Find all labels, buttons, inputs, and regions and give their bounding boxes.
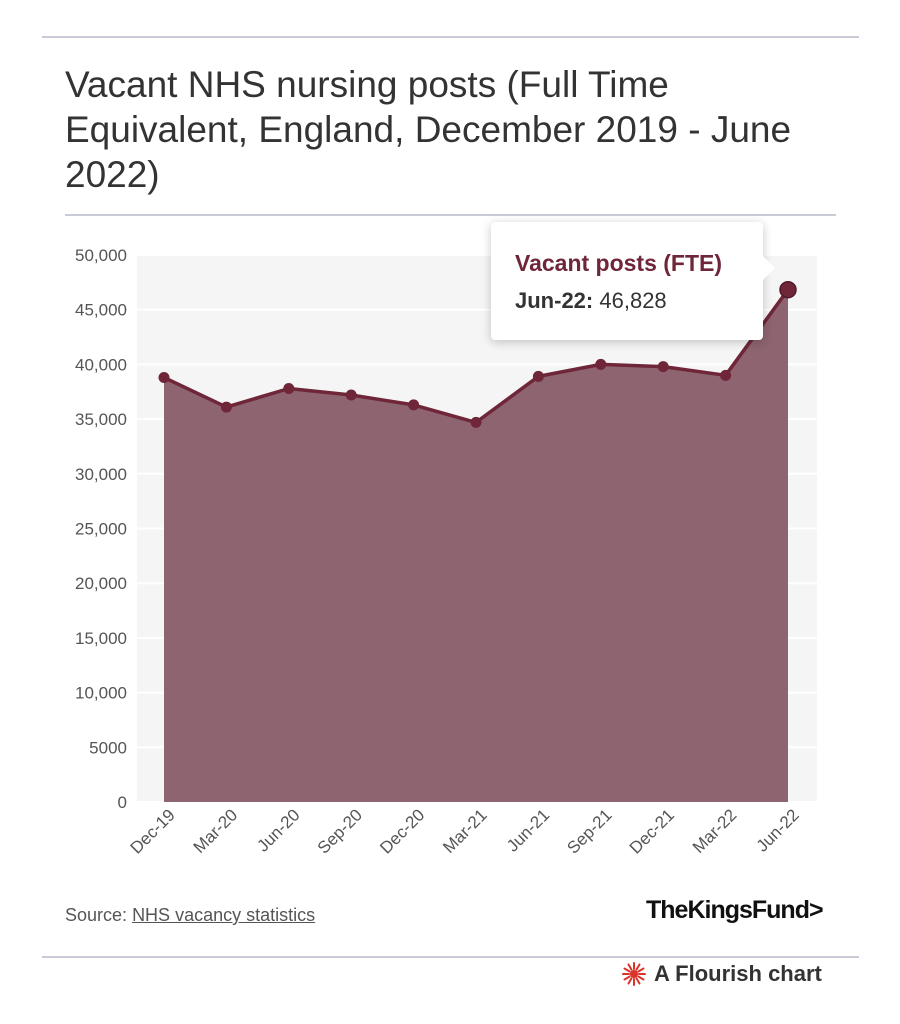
x-tick-label: Mar-21 bbox=[439, 805, 491, 857]
y-tick-label: 45,000 bbox=[75, 301, 127, 320]
y-tick-label: 40,000 bbox=[75, 355, 127, 374]
data-point[interactable] bbox=[470, 416, 482, 428]
tooltip-label: Jun-22: bbox=[515, 288, 594, 313]
x-tick-label: Jun-20 bbox=[253, 805, 303, 855]
data-point[interactable] bbox=[408, 399, 420, 411]
source-link[interactable]: NHS vacancy statistics bbox=[132, 905, 316, 925]
top-divider bbox=[42, 36, 859, 38]
y-tick-label: 50,000 bbox=[75, 246, 127, 265]
tooltip-value: 46,828 bbox=[599, 288, 667, 313]
title-divider bbox=[65, 214, 836, 216]
source-note: Source: NHS vacancy statistics bbox=[65, 905, 315, 926]
data-point[interactable] bbox=[720, 369, 732, 381]
source-prefix: Source: bbox=[65, 905, 128, 925]
flourish-text: A Flourish chart bbox=[654, 961, 822, 986]
data-tooltip: Vacant posts (FTE) Jun-22: 46,828 bbox=[491, 222, 775, 340]
kings-fund-logo[interactable]: TheKingsFund> bbox=[646, 896, 824, 924]
y-tick-label: 15,000 bbox=[75, 629, 127, 648]
footer-divider bbox=[42, 956, 859, 958]
y-tick-label: 5000 bbox=[89, 738, 127, 757]
data-point[interactable] bbox=[220, 401, 232, 413]
y-tick-label: 0 bbox=[118, 793, 127, 812]
chart-title: Vacant NHS nursing posts (Full Time Equi… bbox=[65, 64, 792, 195]
flourish-star-icon bbox=[622, 962, 646, 986]
flourish-credit[interactable]: A Flourish chart bbox=[622, 960, 822, 988]
x-tick-label: Dec-20 bbox=[376, 805, 428, 857]
x-tick-label: Jun-21 bbox=[503, 805, 553, 855]
data-point[interactable] bbox=[779, 280, 797, 299]
tooltip-row: Jun-22: 46,828 bbox=[515, 288, 667, 314]
x-tick-label: Jun-22 bbox=[753, 805, 803, 855]
data-point[interactable] bbox=[532, 370, 544, 382]
x-tick-label: Mar-20 bbox=[190, 805, 242, 857]
x-tick-label: Sep-20 bbox=[314, 805, 366, 857]
y-tick-label: 10,000 bbox=[75, 684, 127, 703]
y-tick-label: 20,000 bbox=[75, 574, 127, 593]
x-tick-label: Sep-21 bbox=[563, 805, 615, 857]
data-point[interactable] bbox=[657, 361, 669, 373]
data-point[interactable] bbox=[158, 372, 170, 384]
area-fill bbox=[164, 289, 788, 802]
x-tick-label: Dec-19 bbox=[127, 805, 179, 857]
tooltip-title: Vacant posts (FTE) bbox=[515, 250, 723, 276]
y-tick-label: 35,000 bbox=[75, 410, 127, 429]
area-chart: 0 5000 10,000 15,000 20,000 25,000 30,000 35,00… bbox=[75, 246, 817, 858]
x-tick-label: Dec-21 bbox=[626, 805, 678, 857]
data-point[interactable] bbox=[345, 389, 357, 401]
x-tick-label: Mar-22 bbox=[689, 805, 741, 857]
data-point[interactable] bbox=[283, 382, 295, 394]
y-tick-label: 25,000 bbox=[75, 520, 127, 539]
data-point[interactable] bbox=[595, 358, 607, 370]
y-tick-label: 30,000 bbox=[75, 465, 127, 484]
